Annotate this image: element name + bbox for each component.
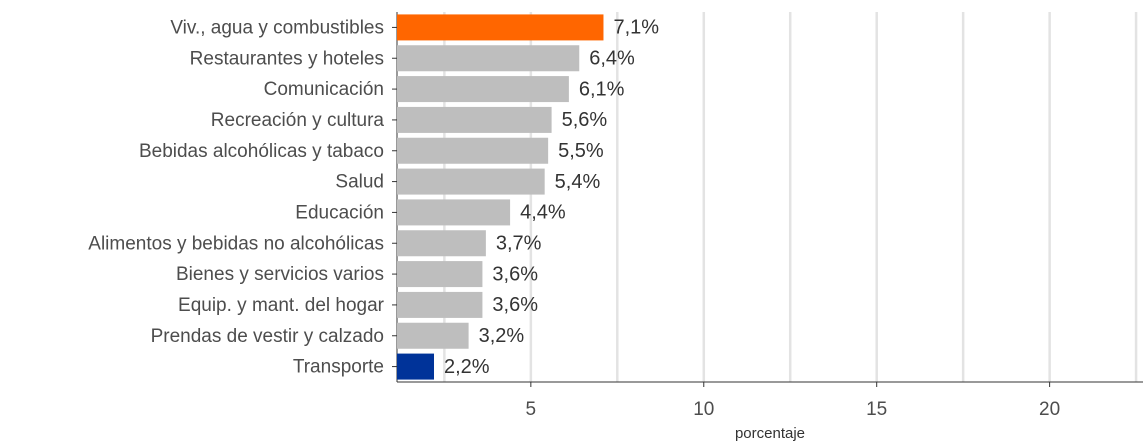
y-tick-label: Alimentos y bebidas no alcohólicas [88,233,384,254]
x-tick-label: 15 [866,399,887,420]
y-tick-label: Bienes y servicios varios [176,264,384,285]
bar [397,353,435,380]
y-tick-label: Educación [295,202,384,223]
value-label: 4,4% [520,202,566,224]
bar [397,168,545,195]
value-label: 3,6% [492,294,538,316]
y-tick-label: Comunicación [264,79,384,100]
bar [397,322,469,349]
bar [397,230,486,257]
value-label: 5,4% [555,171,601,193]
value-label: 3,6% [492,263,538,285]
bar [397,14,604,41]
value-label: 7,1% [613,17,659,39]
y-tick-label: Prendas de vestir y calzado [151,326,384,347]
x-tick-label: 20 [1039,399,1060,420]
value-label: 5,5% [558,140,604,162]
x-tick-label: 5 [526,399,537,420]
value-label: 2,2% [444,356,490,378]
x-tick-label: 10 [693,399,714,420]
bar [397,106,552,133]
value-label: 3,2% [479,325,525,347]
bar [397,291,483,318]
y-tick-label: Transporte [293,357,384,378]
y-tick-label: Viv., agua y combustibles [170,17,384,38]
value-label: 6,1% [579,78,625,100]
bar [397,261,483,288]
value-label: 3,7% [496,233,542,255]
bar [397,199,511,226]
y-tick-label: Bebidas alcohólicas y tabaco [139,141,384,162]
y-tick-label: Restaurantes y hoteles [190,48,384,69]
value-label: 5,6% [562,109,608,131]
bar [397,137,549,164]
value-label: 6,4% [589,48,635,70]
x-axis-label: porcentaje [735,425,805,442]
y-tick-label: Salud [335,172,384,193]
y-tick-label: Equip. y mant. del hogar [178,295,385,316]
y-tick-label: Recreación y cultura [211,110,385,131]
bar [397,76,569,103]
bar [397,45,580,72]
